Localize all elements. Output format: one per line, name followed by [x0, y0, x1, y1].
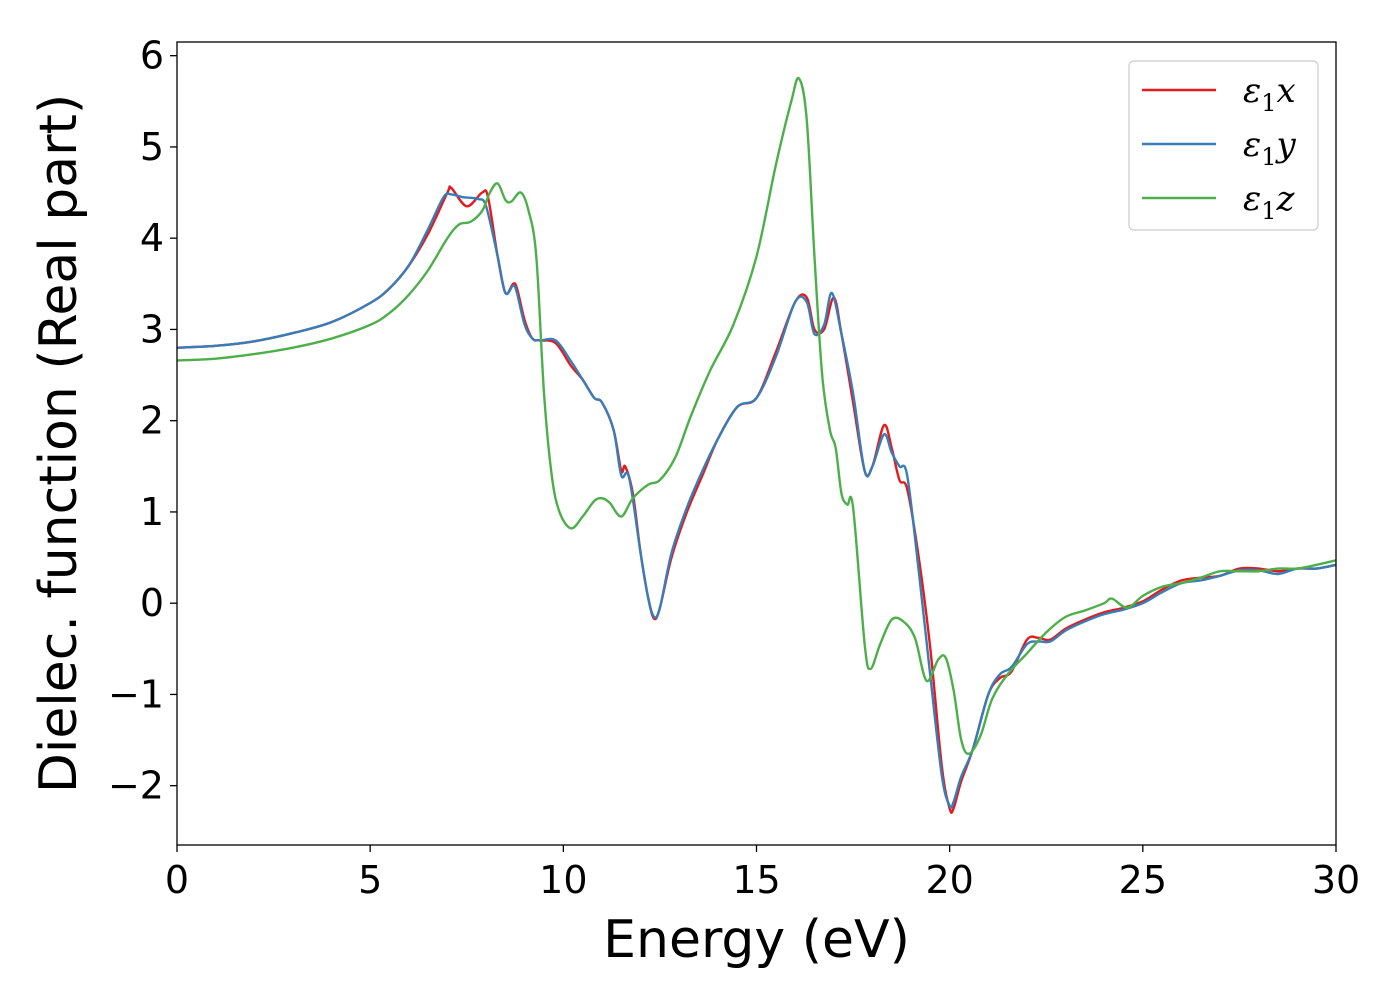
y-tick-label: 6 — [140, 34, 164, 78]
y-axis-ticks: −2 −1 0 1 2 3 4 5 6 — [108, 34, 177, 808]
x-tick-label: 20 — [925, 858, 973, 902]
x-tick-label: 5 — [358, 858, 382, 902]
series-layer — [177, 76, 1336, 814]
series-line-z — [177, 76, 1336, 756]
y-tick-label: 5 — [140, 125, 164, 169]
series-line-x — [177, 185, 1336, 814]
legend-label-z: ε1z — [1243, 179, 1296, 225]
y-tick-label: 1 — [140, 490, 164, 534]
y-tick-label: 3 — [140, 307, 164, 351]
y-tick-label: 4 — [140, 216, 164, 260]
y-tick-label: −1 — [108, 672, 164, 716]
series-line-y — [177, 192, 1336, 809]
y-tick-label: 0 — [140, 581, 164, 625]
y-tick-label: −2 — [108, 764, 164, 808]
x-axis-label: Energy (eV) — [603, 910, 910, 970]
y-tick-label: 2 — [140, 399, 164, 443]
x-tick-label: 15 — [732, 858, 780, 902]
legend-label-x: ε1x — [1243, 71, 1296, 117]
legend: ε1x ε1y ε1z — [1128, 60, 1319, 231]
x-axis-ticks: 0 5 10 15 20 25 30 — [165, 845, 1360, 902]
legend-label-y: ε1y — [1243, 125, 1297, 171]
x-tick-label: 25 — [1119, 858, 1167, 902]
x-tick-label: 10 — [539, 858, 587, 902]
x-tick-label: 30 — [1312, 858, 1360, 902]
x-tick-label: 0 — [165, 858, 189, 902]
legend-box — [1128, 60, 1319, 231]
y-axis-label: Dielec. function (Real part) — [29, 94, 89, 793]
